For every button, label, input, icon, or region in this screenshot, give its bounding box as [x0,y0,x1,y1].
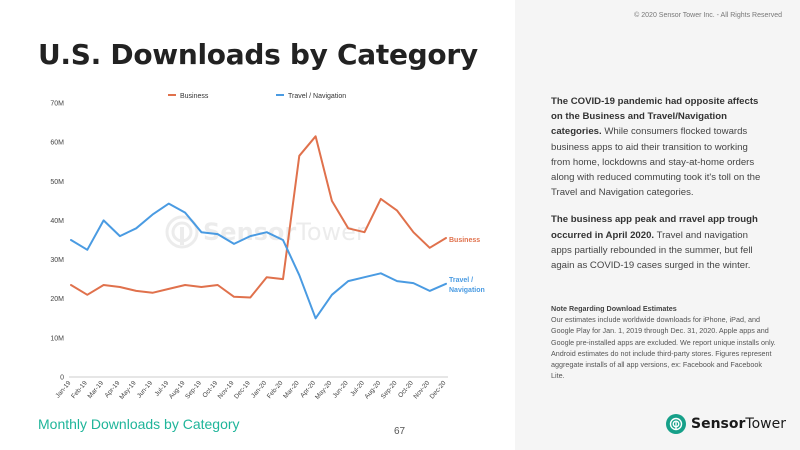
logo-text-bold: Sensor [691,416,746,432]
left-panel: U.S. Downloads by Category SensorTower B… [38,38,485,437]
watermark: SensorTower [165,215,366,249]
note-title: Note Regarding Download Estimates [551,304,677,313]
series-end-labels: Business Travel / Navigation [449,237,485,294]
commentary-paragraph-1: The COVID-19 pandemic had opposite affec… [551,94,769,200]
watermark-bold: Sensor [203,218,297,246]
x-tick-label: Sep-20 [380,379,399,400]
y-tick-label: 40M [50,218,64,225]
y-tick-label: 50M [50,179,64,186]
commentary-body-2: Travel and navigation apps partially reb… [551,229,753,272]
chart-subtitle: Monthly Downloads by Category [38,416,240,432]
x-tick-label: May-19 [118,380,138,401]
legend-label-travel: Travel / Navigation [288,93,346,100]
x-tick-label: Mar-20 [282,379,301,400]
x-tick-label: Sep-19 [184,379,203,400]
x-tick-label: Mar-19 [87,379,106,400]
series-line-business [70,135,447,299]
download-estimates-note: Note Regarding Download Estimates Our es… [551,303,777,381]
logo-mark-icon [666,414,686,434]
x-tick-label: May-20 [314,380,334,401]
end-label-travel: Travel / Navigation [449,277,485,294]
legend-label-business: Business [180,93,209,100]
y-tick-label: 10M [50,335,64,342]
y-tick-label: 60M [50,140,64,147]
commentary-body-1: While consumers flocked towards business… [551,126,761,199]
copyright-text: © 2020 Sensor Tower Inc. - All Rights Re… [634,12,782,19]
x-tick-label: Jun-19 [136,379,154,399]
page-number: 67 [394,426,406,437]
commentary-highlight-1: The COVID-19 pandemic had opposite affec… [551,96,759,138]
x-tick-label: Feb-20 [266,380,285,401]
end-label-business: Business [449,237,480,244]
y-axis: 0 10M 20M 30M 40M 50M 60M 70M [50,101,64,382]
x-tick-label: Aug-19 [168,379,187,400]
watermark-text: SensorTower [203,218,366,246]
series-line-travel [70,202,447,320]
watermark-logo-icon [165,215,199,249]
logo-symbol-icon [669,417,683,431]
logo-text: SensorTower [691,416,786,432]
chart-legend: Business Travel / Navigation [168,93,346,100]
logo-text-light: Tower [745,416,786,432]
commentary-text: The COVID-19 pandemic had opposite affec… [551,94,769,285]
end-label-travel-line-1: Travel / [449,277,473,284]
x-tick-label: Nov-19 [217,380,236,401]
commentary-paragraph-2: The business app peak and rravel app tro… [551,212,769,273]
x-tick-label: Feb-19 [70,380,89,401]
y-tick-label: 0 [60,375,64,382]
plot-area [70,135,447,320]
sensortower-logo: SensorTower [666,414,786,434]
downloads-line-chart: Business Travel / Navigation 0 10M 20M 30M 4… [50,93,485,401]
x-tick-label: Jun-20 [332,379,350,399]
x-tick-label: Aug-20 [363,379,382,400]
y-tick-label: 20M [50,296,64,303]
right-panel [515,0,800,450]
end-label-travel-line-2: Navigation [449,287,485,294]
page-title: U.S. Downloads by Category [38,38,478,71]
y-tick-label: 30M [50,257,64,264]
x-tick-label: Dec-20 [429,380,448,401]
x-tick-label: Nov-20 [412,380,431,401]
x-tick-label: Dec-19 [233,380,252,401]
note-body: Our estimates include worldwide download… [551,315,776,381]
commentary-highlight-2: The business app peak and rravel app tro… [551,214,758,241]
watermark-light: Tower [296,218,366,246]
y-tick-label: 70M [50,101,64,108]
